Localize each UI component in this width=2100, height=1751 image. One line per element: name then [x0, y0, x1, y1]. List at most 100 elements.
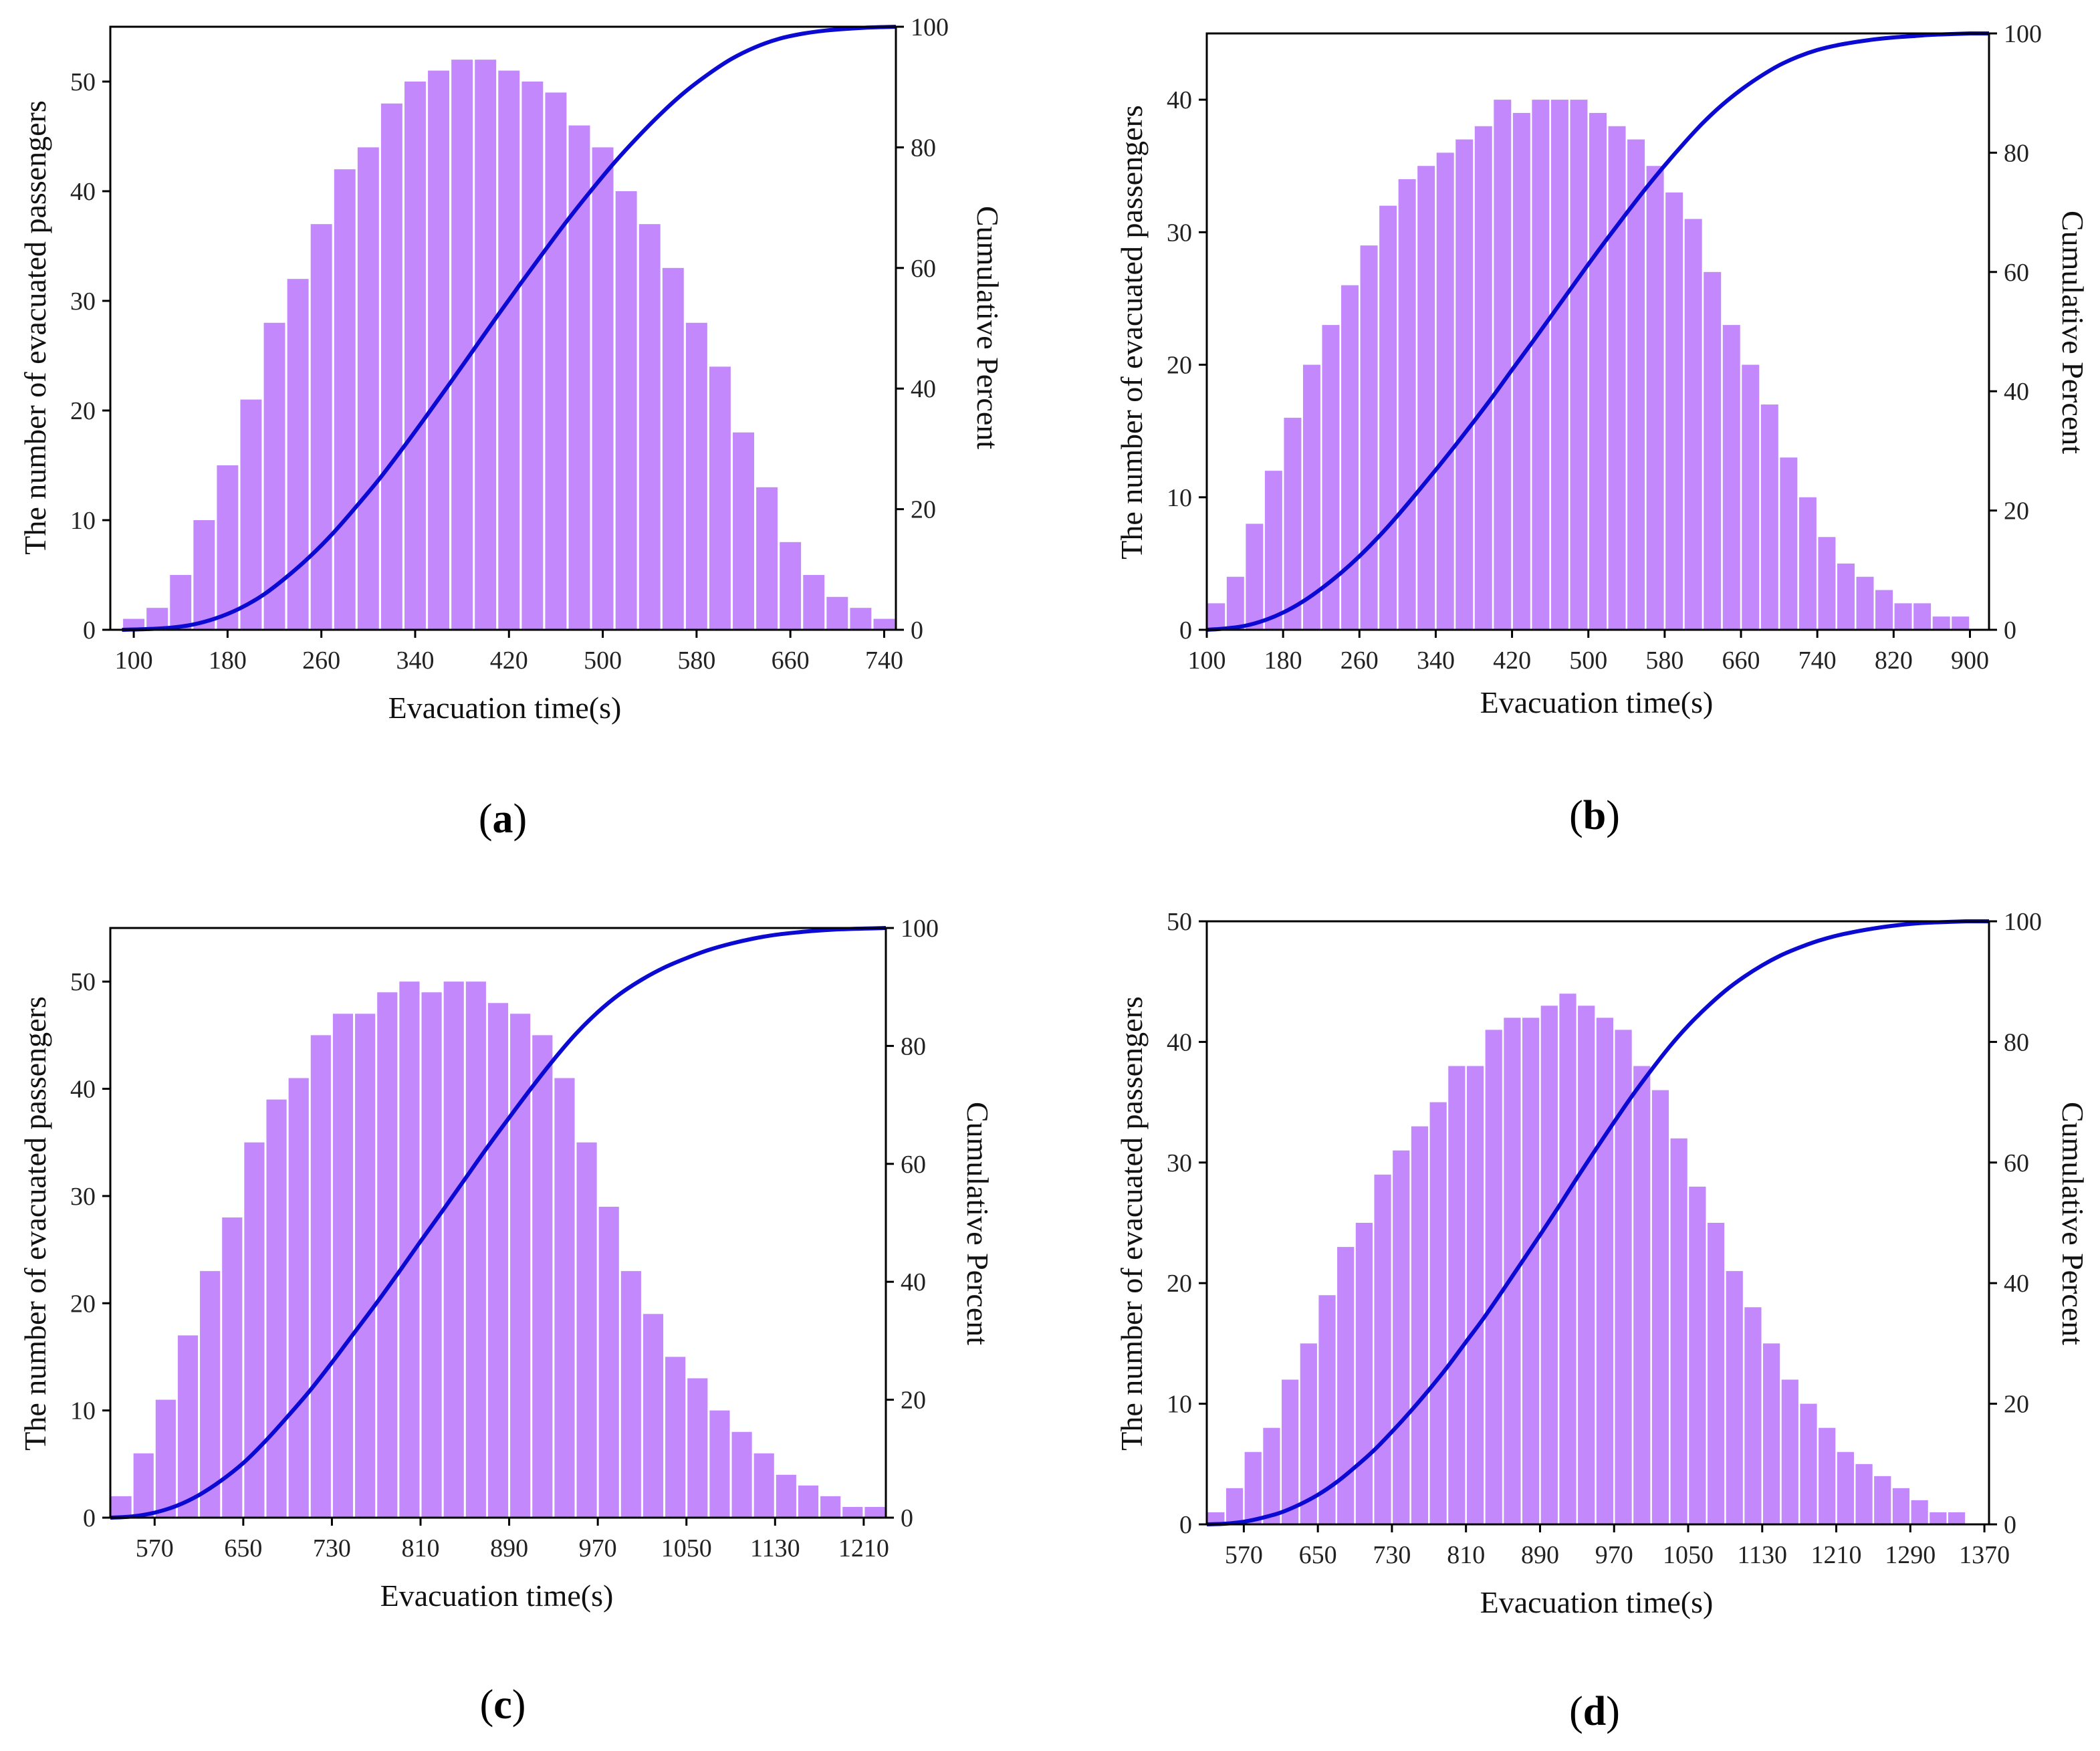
- y-tick-label: 40: [70, 1076, 96, 1104]
- x-tick-label: 260: [1340, 647, 1379, 675]
- bar: [170, 575, 192, 630]
- bar: [1627, 139, 1645, 630]
- bar: [1522, 1018, 1540, 1524]
- y2-tick-label: 60: [901, 1151, 926, 1179]
- y2-tick-label: 20: [2004, 497, 2029, 526]
- bar: [1379, 205, 1397, 630]
- bar: [1532, 100, 1550, 630]
- panel-b: The number of evacuated passengers Cumul…: [1115, 105, 2090, 838]
- y-axis-title-b: The number of evacuated passengers: [1115, 105, 1149, 560]
- y2-ticks-d: 0 20 40 60 80 100: [1989, 908, 2042, 1539]
- bar: [1874, 1476, 1891, 1524]
- y2-tick-label: 60: [911, 255, 936, 283]
- bar: [1474, 126, 1492, 630]
- y-tick-label: 20: [1167, 352, 1192, 380]
- x-tick-label: 970: [1595, 1541, 1633, 1569]
- bar: [1436, 152, 1454, 630]
- bar: [1684, 219, 1702, 630]
- bar: [1284, 417, 1302, 630]
- bar: [798, 1485, 819, 1518]
- y2-ticks-a: 0 20 40 60 80 100: [896, 13, 949, 645]
- x-tick-label: 420: [1493, 647, 1531, 675]
- bar: [1417, 166, 1435, 630]
- x-tick-label: 1130: [1737, 1541, 1787, 1569]
- bar: [1360, 245, 1378, 630]
- bar: [1651, 1090, 1669, 1524]
- y2-tick-label: 100: [2004, 908, 2042, 936]
- bar: [287, 279, 309, 630]
- panel-letter-d: d: [1583, 1689, 1606, 1734]
- y2-tick-label: 20: [2004, 1391, 2029, 1419]
- x-tick-label: 820: [1875, 647, 1913, 675]
- x-tick-label: 580: [677, 647, 715, 675]
- y2-tick-label: 40: [901, 1268, 926, 1296]
- bar: [1800, 1403, 1817, 1524]
- y-tick-label: 20: [70, 397, 96, 425]
- bar: [1512, 112, 1530, 630]
- bar: [1398, 179, 1416, 630]
- panel-letter-b: b: [1583, 793, 1606, 838]
- bar: [1726, 1271, 1743, 1524]
- bars-c: [111, 981, 885, 1518]
- x-tick-label: 730: [313, 1534, 351, 1562]
- bar: [380, 103, 402, 630]
- y-tick-label: 40: [1167, 86, 1192, 114]
- bar: [826, 596, 848, 630]
- bar: [1374, 1174, 1391, 1524]
- bar: [532, 1035, 553, 1518]
- bar: [709, 1410, 730, 1518]
- bar: [428, 70, 450, 630]
- y-tick-label: 40: [1167, 1028, 1192, 1056]
- bar: [1570, 100, 1588, 630]
- x-tick-label: 970: [579, 1534, 617, 1562]
- bar: [1341, 285, 1359, 630]
- bar: [1744, 1307, 1762, 1524]
- y-tick-label: 0: [83, 1504, 96, 1532]
- y-tick-label: 20: [1167, 1270, 1192, 1298]
- bar: [1207, 603, 1226, 630]
- x-tick-label: 1050: [661, 1534, 712, 1562]
- bar: [1429, 1102, 1447, 1524]
- y-tick-label: 10: [70, 1397, 96, 1425]
- bar: [465, 981, 486, 1518]
- bar: [776, 1474, 796, 1518]
- bar: [1411, 1126, 1429, 1524]
- x-tick-label: 100: [1188, 647, 1226, 675]
- bar: [200, 1271, 221, 1518]
- bar: [1393, 1150, 1410, 1524]
- y-tick-label: 10: [70, 507, 96, 535]
- bar: [1930, 1512, 1947, 1524]
- bar: [510, 1014, 531, 1518]
- bar: [733, 432, 754, 630]
- y-tick-label: 30: [1167, 219, 1192, 247]
- bar: [1282, 1379, 1299, 1524]
- bar: [576, 1142, 597, 1518]
- y2-tick-label: 40: [2004, 1270, 2029, 1298]
- cumulative-curve-c: [110, 926, 887, 1520]
- x-tick-label: 1210: [838, 1534, 889, 1562]
- y-ticks-a: 0 10 20 30 40 50: [70, 68, 110, 645]
- bar: [1911, 1500, 1928, 1524]
- y-tick-label: 0: [83, 616, 96, 645]
- x-axis-title-a: Evacuation time(s): [388, 691, 622, 725]
- plot-b: 100 180 260 340 420 500 580 660 740 820 900 0 10 20 30…: [1167, 20, 2042, 675]
- bar: [111, 1496, 132, 1518]
- bar: [1763, 1343, 1780, 1524]
- x-tick-label: 500: [584, 647, 622, 675]
- bar: [155, 1399, 176, 1518]
- bar: [1781, 1379, 1798, 1524]
- y-tick-label: 20: [70, 1290, 96, 1318]
- bar: [1540, 1006, 1558, 1524]
- x-axis-title-d: Evacuation time(s): [1480, 1585, 1714, 1619]
- y2-tick-label: 60: [2004, 1149, 2029, 1177]
- y2-tick-label: 40: [911, 375, 936, 403]
- bar: [1722, 325, 1740, 630]
- y2-axis-title-b: Cumulative Percent: [2056, 211, 2090, 454]
- panel-letter-a: a: [493, 796, 513, 842]
- bar: [685, 322, 707, 630]
- panel-d: The number of evacuated passengers Cumul…: [1115, 996, 2090, 1734]
- bar: [1244, 1451, 1262, 1524]
- x-tick-label: 890: [1521, 1541, 1559, 1569]
- y-tick-label: 50: [1167, 908, 1192, 936]
- bars-d: [1207, 994, 1966, 1524]
